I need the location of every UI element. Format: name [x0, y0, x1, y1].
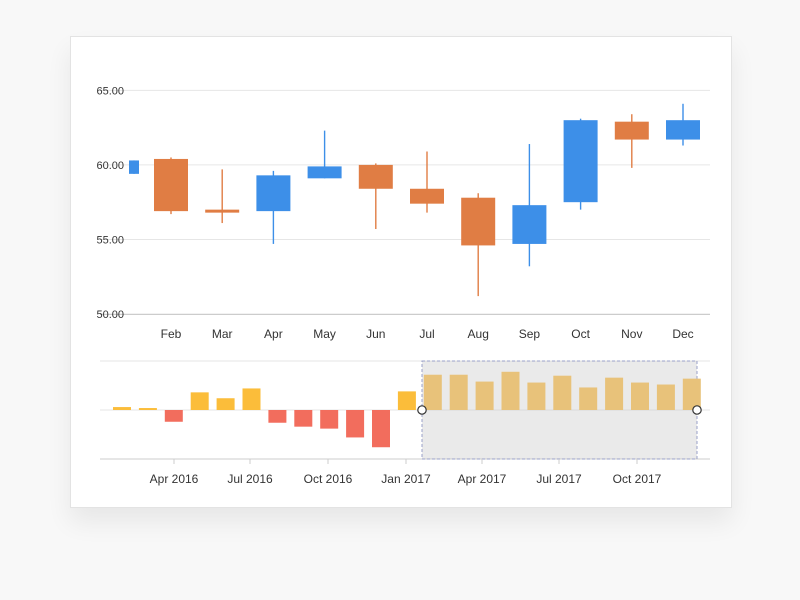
navigator-bar	[294, 410, 313, 427]
x-tick-label: Mar	[212, 327, 233, 341]
candle-body	[512, 205, 547, 244]
navigator-bar	[320, 410, 339, 429]
candle	[154, 157, 188, 215]
y-tick-label: 65.00	[96, 85, 124, 97]
x-tick-label: Jul	[419, 327, 434, 341]
x-tick-label: Jul 2017	[536, 472, 582, 486]
navigator-bar	[268, 410, 287, 423]
candle	[461, 193, 496, 297]
navigator-bar	[242, 388, 261, 410]
navigator-handles[interactable]	[417, 405, 702, 415]
navigator-chart: Apr 2016 Jul 2016 Oct 2016 Jan 2017 Apr 2017…	[100, 360, 710, 486]
navigator-bar	[190, 392, 209, 410]
y-tick-label: 50.00	[96, 309, 124, 321]
candle-body	[307, 166, 342, 179]
navigator-bar	[423, 374, 442, 410]
navigator-bar	[682, 378, 701, 410]
main-x-tick-labels: Feb Mar Apr May Jun Jul Aug Sep Oct Nov Dec	[161, 327, 694, 341]
candle-body	[666, 120, 700, 140]
candle	[666, 103, 700, 146]
candle-body	[129, 160, 139, 174]
x-tick-label: Apr 2016	[150, 472, 199, 486]
candle-body	[154, 158, 188, 212]
navigator-bar	[656, 384, 675, 410]
navigator-bar-series	[113, 371, 701, 448]
main-chart: 50.00 55.00 60.00 65.00 Feb Mar Apr May Jun Jul A…	[96, 85, 710, 341]
candle-body	[410, 188, 444, 204]
main-y-tick-labels: 50.00 55.00 60.00 65.00	[96, 85, 124, 321]
navigator-bar	[631, 382, 649, 410]
navigator-bar	[346, 410, 365, 438]
x-tick-label: Feb	[161, 327, 182, 341]
candle	[512, 144, 547, 267]
navigator-bar	[113, 407, 131, 410]
x-tick-label: Aug	[468, 327, 489, 341]
navigator-bar	[449, 374, 468, 410]
x-tick-label: Apr 2017	[458, 472, 507, 486]
main-gridlines	[100, 89, 710, 315]
candle-body	[205, 209, 240, 213]
navigator-bar	[397, 391, 416, 410]
x-tick-label: Jan 2017	[381, 472, 431, 486]
candle-body	[358, 164, 393, 189]
navigator-bar	[605, 377, 624, 410]
navigator-x-tick-labels: Apr 2016 Jul 2016 Oct 2016 Jan 2017 Apr 2017…	[150, 459, 662, 486]
x-tick-label: Apr	[264, 327, 283, 341]
navigator-bar	[501, 371, 520, 410]
candle	[129, 160, 139, 174]
candle	[307, 130, 342, 179]
y-tick-label: 60.00	[96, 160, 124, 172]
candle	[205, 169, 240, 224]
candle-body	[256, 175, 291, 212]
candle-body	[461, 197, 496, 246]
navigator-bar	[475, 381, 494, 410]
candle	[358, 163, 393, 230]
x-tick-label: Jun	[366, 327, 385, 341]
candle	[410, 151, 444, 213]
candle-body	[614, 121, 649, 140]
x-tick-label: Oct	[571, 327, 590, 341]
navigator-bar	[527, 382, 546, 410]
candlestick-series	[129, 103, 700, 297]
y-tick-label: 55.00	[96, 234, 124, 246]
navigator-bar	[164, 410, 183, 422]
navigator-bar	[579, 387, 598, 410]
x-tick-label: Nov	[621, 327, 642, 341]
chart-card	[70, 36, 732, 508]
candle-body	[563, 120, 598, 203]
selection-handle[interactable]	[417, 405, 427, 415]
x-tick-label: May	[313, 327, 336, 341]
x-tick-label: Jul 2016	[227, 472, 273, 486]
x-tick-label: Oct 2016	[304, 472, 353, 486]
navigator-bar	[138, 408, 157, 410]
navigator-bar	[216, 398, 235, 410]
x-tick-label: Oct 2017	[613, 472, 662, 486]
x-tick-label: Dec	[672, 327, 693, 341]
selection-handle[interactable]	[692, 405, 702, 415]
navigator-bar	[553, 375, 572, 410]
candle	[563, 118, 598, 210]
navigator-bar	[372, 410, 390, 448]
candle	[614, 114, 649, 168]
x-tick-label: Sep	[519, 327, 541, 341]
candle	[256, 170, 291, 244]
